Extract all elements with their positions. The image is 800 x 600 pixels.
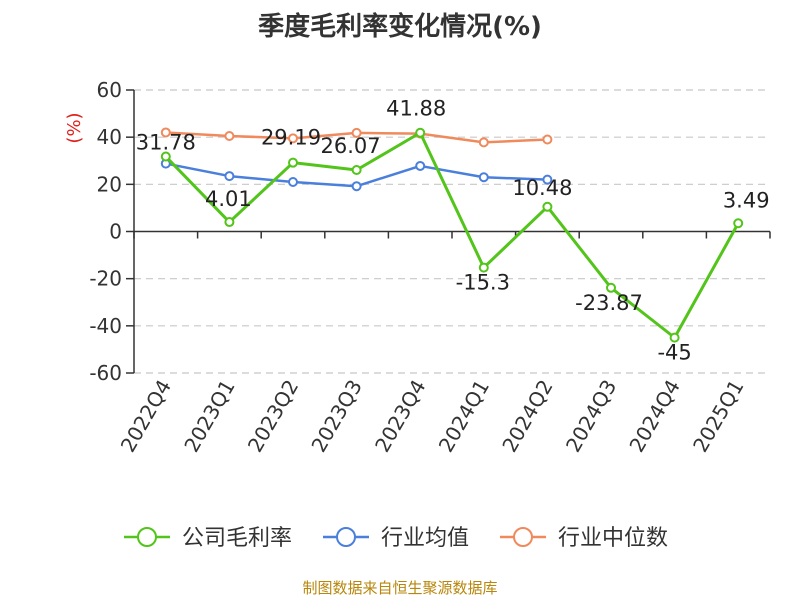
data-point <box>351 127 362 138</box>
data-label: -15.3 <box>456 271 510 295</box>
data-point <box>542 174 553 185</box>
x-tick-label: 2023Q3 <box>306 376 366 457</box>
data-point <box>542 201 553 212</box>
data-point <box>669 332 680 343</box>
x-tick-label: 2022Q4 <box>116 376 176 457</box>
data-point <box>160 151 171 162</box>
data-label: 3.49 <box>723 188 770 212</box>
data-label: -23.87 <box>575 291 643 315</box>
data-point <box>160 127 171 138</box>
y-tick-label: -60 <box>89 361 122 385</box>
data-point <box>733 218 744 229</box>
y-tick-label: 40 <box>97 125 122 149</box>
data-label: 26.07 <box>321 134 381 158</box>
data-point <box>351 181 362 192</box>
data-label: 41.88 <box>386 97 446 121</box>
y-tick-label: 20 <box>97 172 122 196</box>
data-point <box>288 157 298 168</box>
data-point <box>288 133 298 144</box>
x-tick-label: 2023Q4 <box>370 376 430 457</box>
legend-marker <box>513 527 533 547</box>
data-point <box>478 137 489 148</box>
data-source-note: 制图数据来自恒生聚源数据库 <box>302 579 498 597</box>
data-label: 10.48 <box>512 176 572 200</box>
data-point <box>224 171 235 182</box>
y-tick-label: -20 <box>89 267 122 291</box>
chart-title: 季度毛利率变化情况(%) <box>258 12 542 42</box>
x-tick-label: 2023Q2 <box>243 376 303 457</box>
data-label: 31.78 <box>136 131 196 155</box>
data-label: -45 <box>657 341 691 365</box>
y-tick-label: 0 <box>109 220 122 244</box>
data-point <box>351 165 362 176</box>
legend-marker <box>336 527 356 547</box>
data-point <box>478 172 489 183</box>
x-tick-label: 2024Q2 <box>497 376 557 457</box>
data-point <box>542 134 553 145</box>
y-axis-label: (%) <box>64 112 85 143</box>
data-point <box>478 262 489 273</box>
data-point <box>288 176 298 187</box>
legend-label: 行业均值 <box>381 526 469 551</box>
x-tick-label: 2024Q1 <box>434 376 494 457</box>
y-tick-label: -40 <box>89 314 122 338</box>
series-line <box>164 131 740 340</box>
legend-label: 公司毛利率 <box>182 526 292 551</box>
legend-label: 行业中位数 <box>558 526 668 551</box>
x-tick-label: 2025Q1 <box>688 376 748 457</box>
legend-marker <box>137 527 157 547</box>
data-point <box>415 127 426 138</box>
x-tick-label: 2024Q3 <box>561 376 621 457</box>
x-tick-label: 2023Q1 <box>179 376 239 457</box>
data-label: 4.01 <box>205 187 252 211</box>
data-point <box>415 160 426 171</box>
y-tick-label: 60 <box>97 78 122 102</box>
data-point <box>224 130 235 141</box>
data-point <box>224 217 235 228</box>
data-label: 29.19 <box>261 126 321 150</box>
x-tick-label: 2024Q4 <box>624 376 684 457</box>
data-point <box>606 282 616 293</box>
